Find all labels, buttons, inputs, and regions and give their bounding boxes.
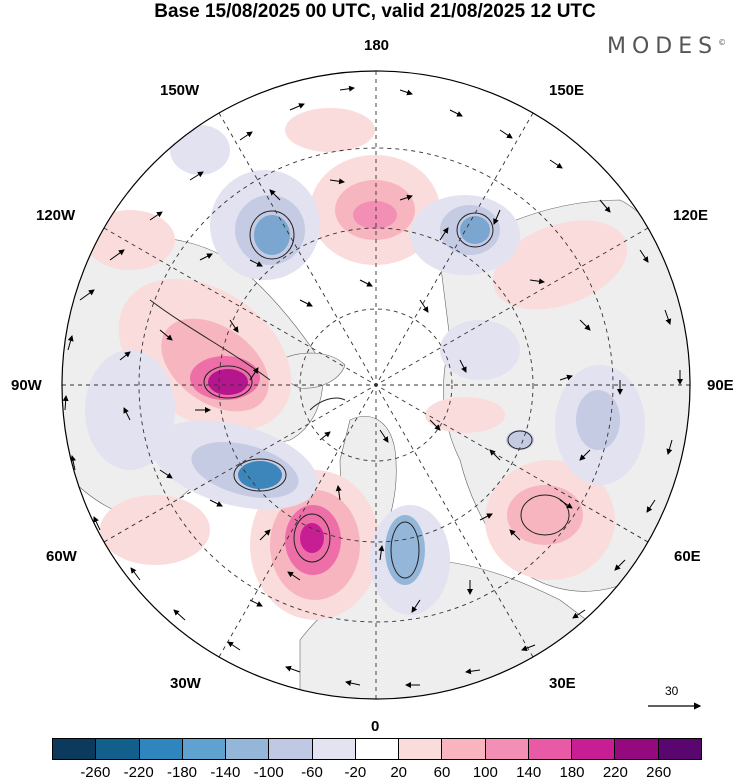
label-lon-30e: 30E: [549, 675, 576, 692]
label-lon-90w: 90W: [11, 377, 42, 394]
colorbar-cell-1: [96, 739, 140, 759]
label-lon-90e: 90E: [707, 377, 734, 394]
colorbar-tick-label: -220: [123, 764, 154, 781]
anomaly-neg-hudson: [85, 350, 175, 470]
anomaly-pos-north-pacific: [285, 108, 375, 152]
anomaly-pos-arctic: [425, 397, 505, 433]
label-lon-60e: 60E: [674, 548, 701, 565]
contour-lines: [149, 210, 570, 579]
anomaly-neg-pacific: [170, 125, 230, 175]
colorbar-tick-label: -100: [253, 764, 284, 781]
colorbar-tick-label: 20: [390, 764, 407, 781]
colorbar-tick-label: 260: [646, 764, 672, 781]
colorbar-tick-label: -180: [166, 764, 198, 781]
label-lon-120w: 120W: [36, 207, 76, 224]
colorbar-tick-label: 100: [472, 764, 498, 781]
label-lon-0: 0: [371, 718, 380, 735]
graticule: [62, 71, 690, 699]
colorbar-tick-label: 60: [433, 764, 451, 781]
anomaly-pos-alaska: [85, 210, 175, 270]
colorbar-cell-10: [485, 739, 529, 759]
modes-logo: MODES©: [607, 34, 726, 59]
colorbar-cell-11: [528, 739, 573, 759]
colorbar-tick-label: -260: [80, 764, 111, 781]
wind-vectors: [62, 85, 683, 688]
colorbar-cell-14: [658, 739, 701, 759]
colorbar-tick-label: -60: [301, 764, 323, 781]
logo-copyright-mark: ©: [718, 38, 727, 47]
colorbar-cell-2: [139, 739, 183, 759]
label-lon-150e: 150E: [549, 82, 585, 99]
colorbar-cell-9: [442, 739, 486, 759]
colorbar-cell-8: [399, 739, 443, 759]
label-lon-150w: 150W: [160, 82, 200, 99]
anomaly-pos-siberia: [492, 220, 628, 310]
colorbar-cell-0: [53, 739, 97, 759]
colorbar-cell-7: [355, 739, 400, 759]
colorbar: [52, 738, 702, 760]
anomaly-neg-kara: [440, 320, 520, 380]
label-lon-180: 180: [364, 37, 390, 54]
anomaly-pos-west-atlantic: [100, 495, 210, 565]
map-title: Base 15/08/2025 00 UTC, valid 21/08/2025…: [154, 1, 596, 22]
map-border: [61, 70, 691, 700]
label-lon-120e: 120E: [673, 207, 709, 224]
wind-scale-label: 30: [665, 684, 679, 698]
colorbar-cell-5: [269, 739, 313, 759]
colorbar-cell-3: [182, 739, 227, 759]
colorbar-tick-label: -140: [210, 764, 241, 781]
colorbar-cell-12: [572, 739, 616, 759]
logo-text: MODES: [607, 34, 719, 59]
colorbar-cell-13: [615, 739, 659, 759]
label-lon-30w: 30W: [170, 675, 201, 692]
colorbar-tick-label: -20: [344, 764, 367, 781]
colorbar-cell-4: [226, 739, 270, 759]
colorbar-tick-label: 220: [602, 764, 628, 781]
label-lon-60w: 60W: [46, 548, 77, 565]
anomaly-neg-gulf: [506, 430, 534, 450]
colorbar-cell-6: [312, 739, 356, 759]
colorbar-tick-label: 140: [516, 764, 542, 781]
colorbar-tick-label: 180: [559, 764, 585, 781]
